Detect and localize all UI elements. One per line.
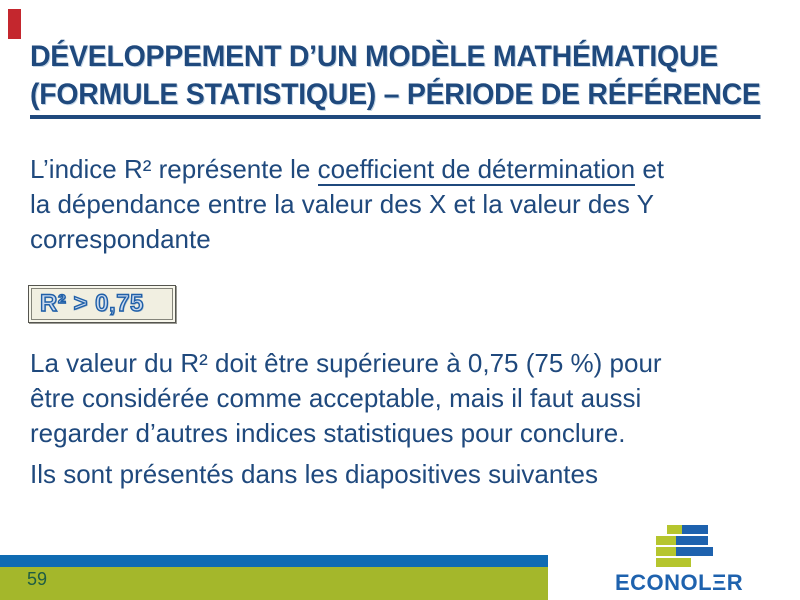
page-number: 59 [27,569,48,589]
logo-bar-icon [656,536,676,545]
paragraph2-line3: regarder d’autres indices statistiques p… [30,418,626,448]
r2-threshold-label: R² > 0,75 [39,289,144,317]
econoler-logo: ECONOLΞR [615,524,750,596]
paragraph-r2-definition: L’indice R² représente le coefficient de… [30,152,664,257]
logo-bar-icon [667,525,682,534]
paragraph-r2-acceptability: La valeur du R² doit être supérieure à 0… [30,346,662,451]
slide-accent-mark [8,9,21,39]
underlined-term: coefficient de détermination [317,154,636,186]
paragraph1-line2: la dépendance entre la valeur des X et l… [30,189,654,219]
slide-title: DÉVELOPPEMENT D’UN MODÈLE MATHÉMATIQUE (… [30,38,781,119]
paragraph2-line2: être considérée comme acceptable, mais i… [30,383,642,413]
logo-bar-icon [676,536,708,545]
footer-blue-bar [0,555,548,567]
logo-bar-icon [676,547,713,556]
paragraph2-line1: La valeur du R² doit être supérieure à 0… [30,348,662,378]
paragraph-next-slides: Ils sont présentés dans les diapositives… [30,459,598,489]
footer-green-bar [0,567,548,600]
logo-bar-icon [656,547,676,556]
logo-bar-icon [656,558,691,567]
logo-wordmark: ECONOLΞR [615,570,744,595]
paragraph1-line1: L’indice R² représente le coefficient de… [30,154,665,186]
r2-threshold-box: R² > 0,75 [28,285,176,323]
paragraph1-line3: correspondante [30,224,211,254]
slide-title-line1: DÉVELOPPEMENT D’UN MODÈLE MATHÉMATIQUE [30,40,718,73]
slide-title-line2: (FORMULE STATISTIQUE) – PÉRIODE DE RÉFÉR… [30,76,761,119]
logo-bar-icon [682,525,708,534]
